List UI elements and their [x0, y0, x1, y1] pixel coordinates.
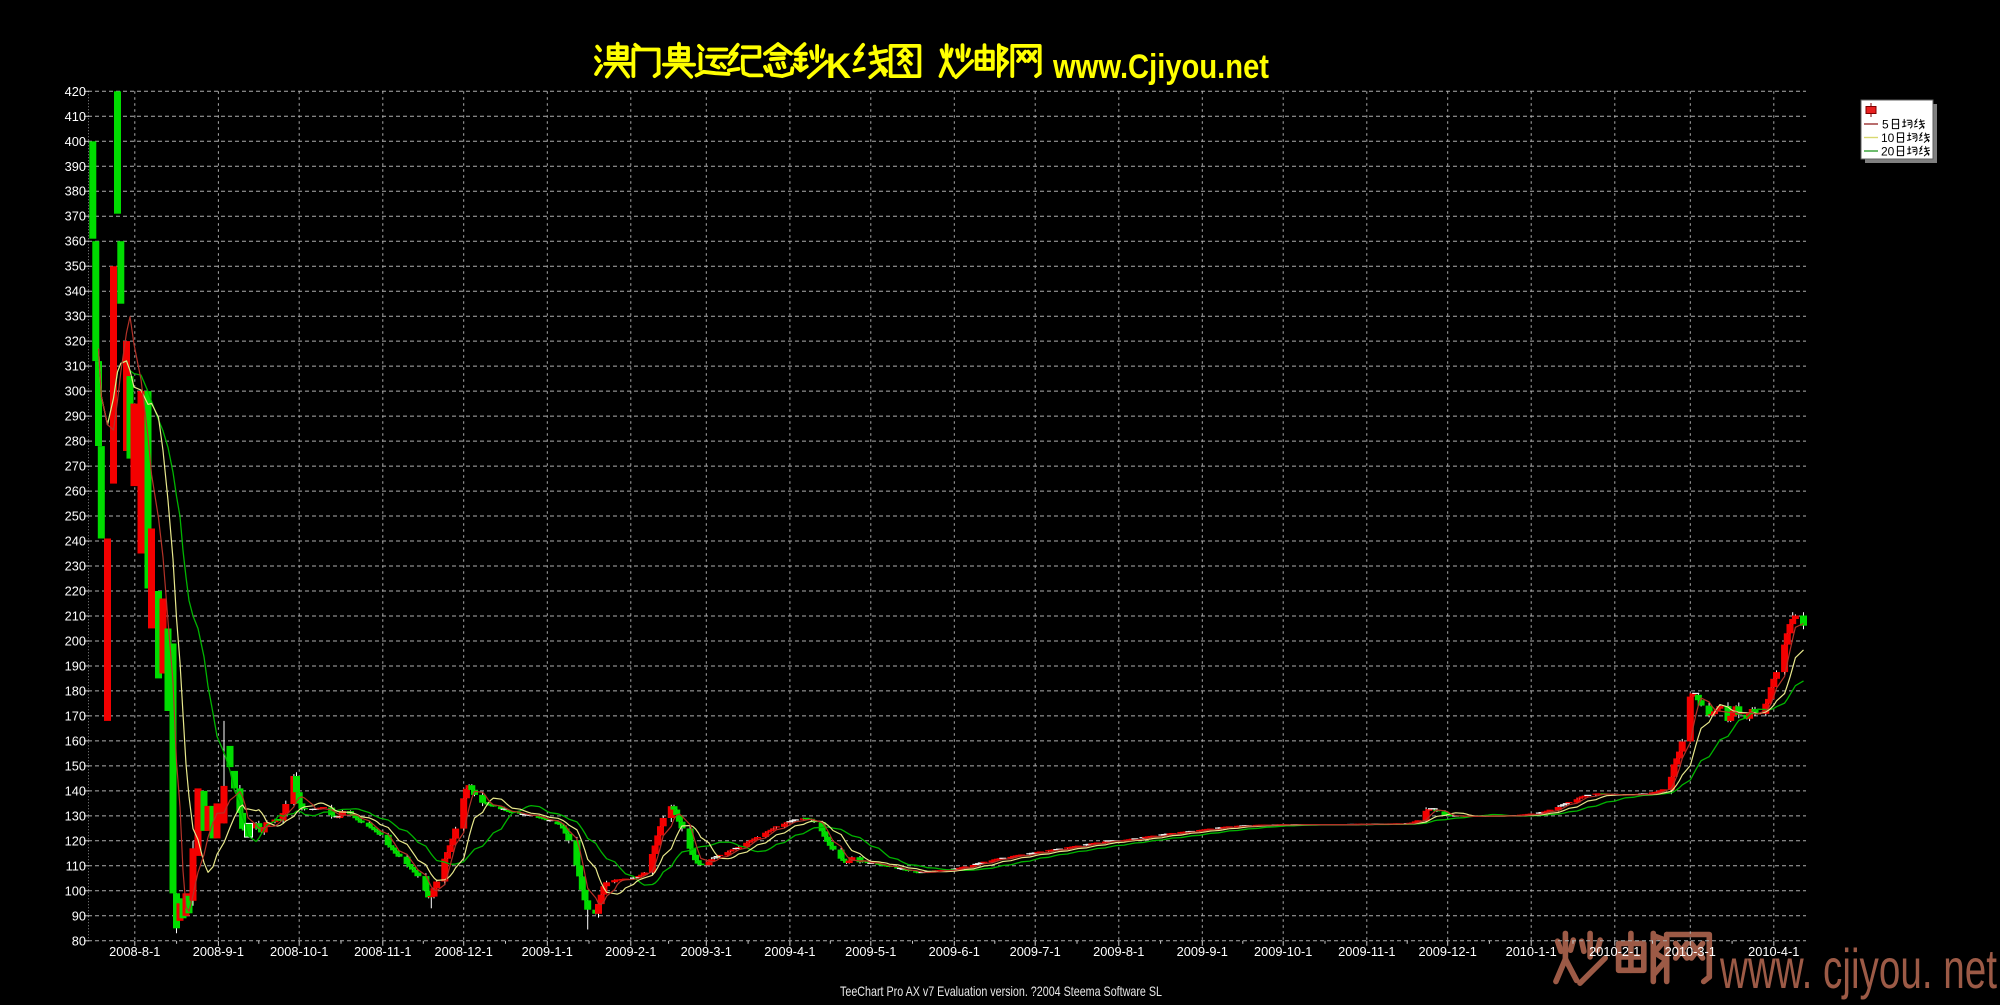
svg-text:210: 210: [65, 609, 86, 624]
svg-text:TeeChart Pro AX v7 Evaluation: TeeChart Pro AX v7 Evaluation version. ?…: [840, 983, 1162, 999]
svg-text:270: 270: [65, 459, 86, 474]
svg-text:2008-11-1: 2008-11-1: [354, 944, 411, 959]
svg-text:90: 90: [72, 908, 86, 923]
svg-text:380: 380: [65, 184, 86, 199]
svg-text:2008-10-1: 2008-10-1: [270, 944, 328, 959]
svg-text:130: 130: [65, 808, 86, 823]
svg-text:230: 230: [65, 559, 86, 574]
svg-text:2010-2-1: 2010-2-1: [1589, 944, 1640, 959]
svg-text:260: 260: [65, 484, 86, 499]
svg-text:330: 330: [65, 309, 86, 324]
svg-text:2008-9-1: 2008-9-1: [193, 944, 244, 959]
svg-text:200: 200: [65, 634, 86, 649]
svg-text:2009-6-1: 2009-6-1: [929, 944, 980, 959]
svg-text:2009-1-1: 2009-1-1: [522, 944, 573, 959]
svg-text:2008-8-1: 2008-8-1: [109, 944, 160, 959]
svg-text:360: 360: [65, 234, 86, 249]
svg-text:2008-12-1: 2008-12-1: [435, 944, 493, 959]
svg-text:170: 170: [65, 708, 86, 723]
svg-text:350: 350: [65, 259, 86, 274]
svg-text:2009-4-1: 2009-4-1: [764, 944, 815, 959]
svg-text:5: 5: [1882, 118, 1889, 132]
svg-text:2009-10-1: 2009-10-1: [1254, 944, 1312, 959]
svg-text:420: 420: [65, 84, 86, 99]
svg-text:2010-1-1: 2010-1-1: [1506, 944, 1557, 959]
svg-text:150: 150: [65, 758, 86, 773]
svg-text:2009-3-1: 2009-3-1: [681, 944, 732, 959]
svg-text:100: 100: [65, 883, 86, 898]
svg-text:160: 160: [65, 733, 86, 748]
svg-text:20: 20: [1881, 145, 1895, 159]
svg-text:80: 80: [72, 933, 86, 948]
svg-text:K: K: [826, 47, 851, 86]
svg-text:2009-11-1: 2009-11-1: [1338, 944, 1395, 959]
svg-text:140: 140: [65, 783, 86, 798]
svg-text:180: 180: [65, 683, 86, 698]
svg-text:220: 220: [65, 584, 86, 599]
svg-text:280: 280: [65, 434, 86, 449]
svg-text:110: 110: [66, 858, 86, 873]
svg-text:2009-9-1: 2009-9-1: [1177, 944, 1228, 959]
svg-text:www. cjiyou. net: www. cjiyou. net: [1719, 937, 1997, 1000]
svg-text:2009-12-1: 2009-12-1: [1419, 944, 1477, 959]
svg-text:290: 290: [65, 409, 86, 424]
svg-text:370: 370: [65, 209, 86, 224]
svg-text:390: 390: [65, 159, 86, 174]
svg-text:2010-4-1: 2010-4-1: [1748, 944, 1799, 959]
svg-text:240: 240: [65, 534, 86, 549]
svg-text:320: 320: [65, 334, 86, 349]
svg-text:2009-7-1: 2009-7-1: [1010, 944, 1061, 959]
svg-text:250: 250: [65, 509, 86, 524]
svg-text:2010-3-1: 2010-3-1: [1665, 944, 1716, 959]
svg-text:2009-8-1: 2009-8-1: [1093, 944, 1144, 959]
svg-text:300: 300: [65, 384, 86, 399]
svg-text:190: 190: [65, 659, 86, 674]
svg-text:www.Cjiyou.net: www.Cjiyou.net: [1052, 48, 1269, 86]
svg-text:410: 410: [65, 109, 86, 124]
svg-text:2009-5-1: 2009-5-1: [845, 944, 896, 959]
svg-text:10: 10: [1881, 131, 1895, 145]
svg-text:400: 400: [65, 134, 86, 149]
svg-text:340: 340: [65, 284, 86, 299]
svg-text:2009-2-1: 2009-2-1: [605, 944, 656, 959]
svg-text:120: 120: [65, 833, 86, 848]
svg-text:310: 310: [65, 359, 86, 374]
